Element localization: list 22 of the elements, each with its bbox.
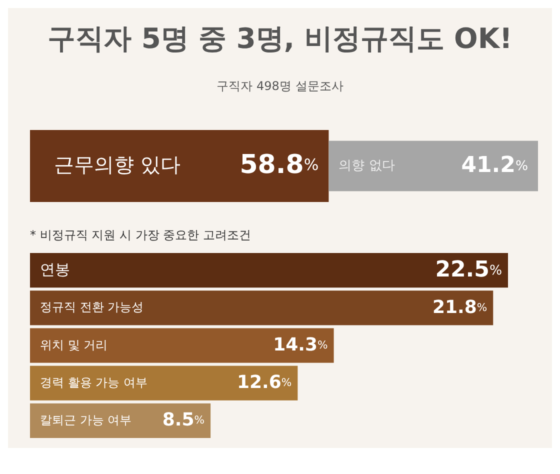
data-label: 58.8%	[240, 150, 319, 180]
bar	[30, 253, 508, 288]
category-label: 연봉	[40, 260, 70, 278]
chart-subtitle: 구직자 498명 설문조사	[216, 79, 344, 93]
data-label: 14.3%	[273, 334, 328, 356]
data-label: 21.8%	[432, 296, 488, 318]
chart-title: 구직자 5명 중 3명, 비정규직도 OK!	[48, 22, 512, 55]
category-label: 경력 활용 가능 여부	[40, 375, 148, 390]
category-label: 정규직 전환 가능성	[40, 300, 144, 314]
chart-title: * 비정규직 지원 시 가장 중요한 고려조건	[30, 228, 251, 242]
category-label: 칼퇴근 가능 여부	[40, 412, 132, 427]
series-label: 근무의향 있다	[54, 152, 180, 176]
data-label: 41.2%	[461, 153, 528, 178]
bar	[30, 328, 334, 363]
category-label: 위치 및 거리	[40, 338, 108, 352]
bar	[30, 403, 211, 438]
bar	[30, 290, 494, 326]
data-label: 12.6%	[236, 372, 292, 394]
bar	[30, 366, 298, 400]
series-label: 의향 없다	[338, 158, 395, 174]
data-label: 22.5%	[435, 257, 502, 282]
data-label: 8.5%	[162, 410, 205, 431]
